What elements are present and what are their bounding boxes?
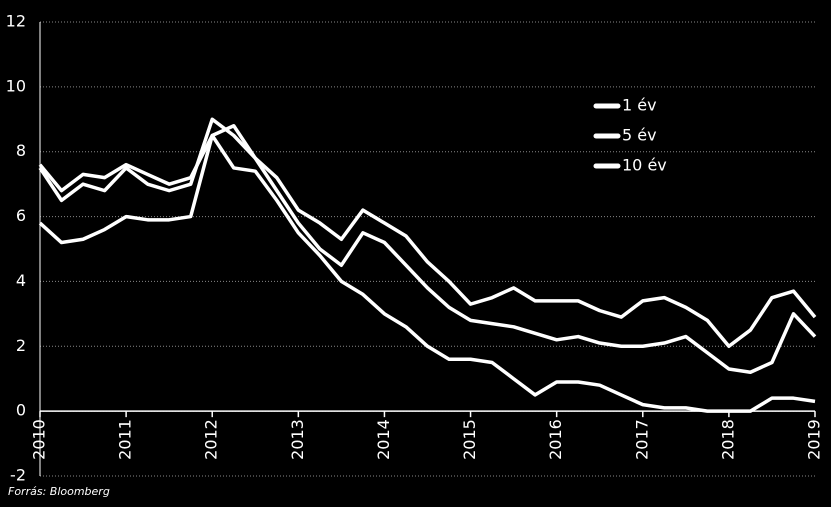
y-tick-label: 12 xyxy=(6,12,26,31)
x-tick-label: 2013 xyxy=(288,419,307,460)
series-line xyxy=(38,117,817,374)
legend-label: 10 év xyxy=(622,156,667,175)
y-tick-label: 2 xyxy=(16,336,26,355)
y-tick-label: 6 xyxy=(16,206,26,225)
x-tick-label: 2016 xyxy=(546,419,565,460)
y-tick-label: 8 xyxy=(16,141,26,160)
x-tick-label: 2017 xyxy=(632,419,651,460)
x-tick-label: 2015 xyxy=(460,419,479,460)
x-tick-label: 2010 xyxy=(30,419,49,460)
y-tick-label: 4 xyxy=(16,271,26,290)
legend-label: 5 év xyxy=(622,126,657,145)
y-tick-label: -2 xyxy=(10,466,26,485)
source-note: Forrás: Bloomberg xyxy=(8,485,110,498)
series-line xyxy=(38,133,816,413)
y-tick-label: 0 xyxy=(16,401,26,420)
y-tick-label: 10 xyxy=(6,76,26,95)
x-tick-label: 2019 xyxy=(805,419,824,460)
x-tick-label: 2014 xyxy=(374,419,393,460)
legend-label: 1 év xyxy=(622,96,657,115)
x-tick-label: 2012 xyxy=(202,419,221,460)
series-line xyxy=(38,124,817,349)
x-tick-label: 2011 xyxy=(116,419,135,460)
x-tick-label: 2018 xyxy=(718,419,737,460)
